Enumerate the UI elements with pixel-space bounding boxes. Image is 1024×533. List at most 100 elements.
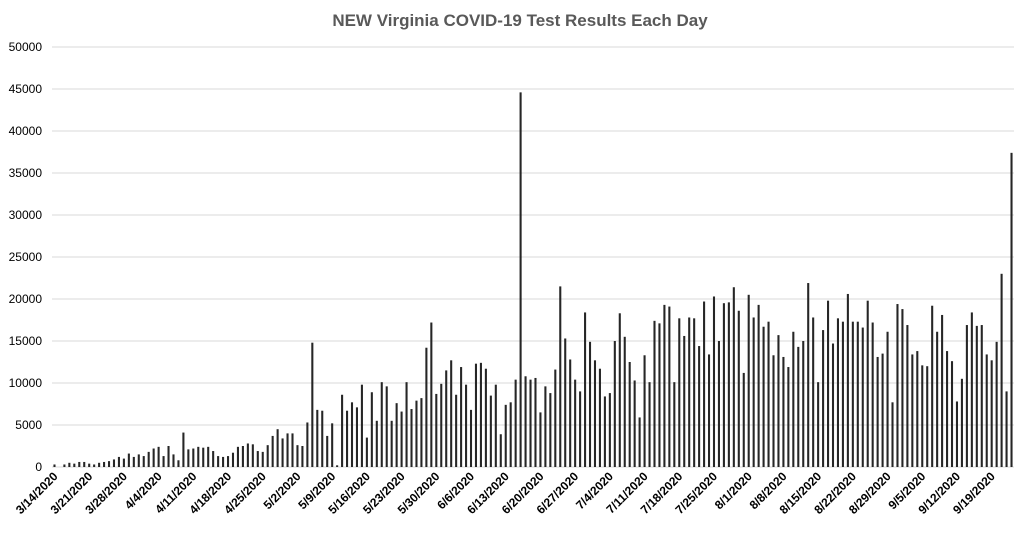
y-tick-label: 25000 — [9, 250, 43, 264]
bar — [797, 346, 800, 467]
bar — [549, 393, 552, 467]
bar — [663, 304, 666, 467]
bar — [817, 382, 820, 467]
bar — [946, 351, 949, 467]
bar — [147, 451, 150, 467]
bar — [752, 317, 755, 467]
bar — [246, 443, 249, 467]
bar — [846, 293, 849, 467]
bar — [747, 294, 750, 467]
bar — [83, 461, 86, 467]
bar — [137, 454, 140, 467]
bar — [643, 355, 646, 467]
bar — [217, 456, 220, 467]
bar — [950, 361, 954, 467]
bar — [236, 446, 239, 467]
y-tick-label: 30000 — [9, 208, 43, 222]
bar — [722, 303, 725, 467]
bar — [767, 321, 770, 467]
bar — [539, 412, 542, 467]
bar — [132, 456, 135, 467]
bar — [941, 314, 944, 467]
bar — [53, 464, 56, 467]
bar — [529, 379, 532, 467]
bar — [98, 462, 101, 467]
bar — [370, 392, 373, 467]
bar — [836, 318, 839, 467]
bar — [757, 304, 760, 467]
bar — [990, 360, 993, 467]
bar — [519, 92, 522, 468]
bar — [355, 407, 358, 467]
gridlines — [52, 46, 1014, 468]
y-tick-label: 40000 — [9, 124, 43, 138]
bar — [435, 393, 438, 467]
bar — [534, 377, 537, 467]
bar — [281, 438, 284, 467]
bar — [569, 359, 572, 467]
bar — [777, 335, 780, 467]
x-tick-label: 5/2/2020 — [261, 469, 304, 512]
bar — [266, 445, 269, 467]
bar — [256, 451, 259, 467]
bar — [326, 435, 329, 467]
bar — [911, 354, 914, 467]
bar — [698, 346, 701, 467]
bar — [395, 403, 398, 467]
bar — [554, 369, 557, 467]
bar — [782, 356, 785, 467]
x-axis-tick-labels: 3/14/20203/21/20203/28/20204/4/20204/11/… — [13, 469, 998, 517]
y-tick-label: 35000 — [9, 166, 43, 180]
bar — [212, 451, 215, 467]
bar — [618, 313, 621, 467]
bar — [241, 446, 244, 467]
bar — [425, 347, 428, 467]
bar — [613, 341, 616, 467]
bar — [157, 446, 160, 467]
bar — [688, 317, 691, 467]
bar — [965, 325, 968, 467]
bar — [861, 327, 864, 467]
bar — [668, 306, 671, 467]
bar — [182, 432, 185, 467]
bar — [162, 456, 165, 467]
bar — [207, 446, 210, 467]
bar — [807, 283, 810, 467]
bar — [896, 304, 899, 467]
y-tick-label: 5000 — [15, 418, 42, 432]
bar — [117, 456, 120, 467]
bar — [107, 461, 111, 467]
bar — [222, 456, 225, 467]
bar — [365, 437, 368, 467]
bar — [88, 463, 91, 467]
bar — [420, 398, 423, 467]
bar — [306, 422, 309, 467]
bar — [415, 400, 418, 467]
bar — [78, 461, 81, 467]
bar — [311, 342, 314, 467]
chart-title: NEW Virginia COVID-19 Test Results Each … — [332, 11, 708, 30]
bar — [286, 433, 289, 467]
bar — [524, 376, 527, 467]
bar — [588, 341, 592, 467]
bar — [197, 446, 200, 467]
bar — [380, 382, 383, 467]
bar — [350, 402, 354, 467]
bar — [192, 448, 195, 467]
bar — [921, 365, 924, 467]
bar — [127, 453, 130, 467]
bar — [658, 323, 661, 467]
bar — [445, 370, 448, 467]
bar — [593, 360, 597, 467]
bar — [460, 367, 463, 467]
bar — [142, 456, 145, 467]
bar — [261, 451, 264, 467]
bar — [499, 434, 502, 467]
bar — [891, 402, 894, 467]
bar — [633, 380, 636, 467]
bar — [926, 366, 929, 467]
bar — [430, 322, 433, 467]
bar — [574, 379, 577, 467]
